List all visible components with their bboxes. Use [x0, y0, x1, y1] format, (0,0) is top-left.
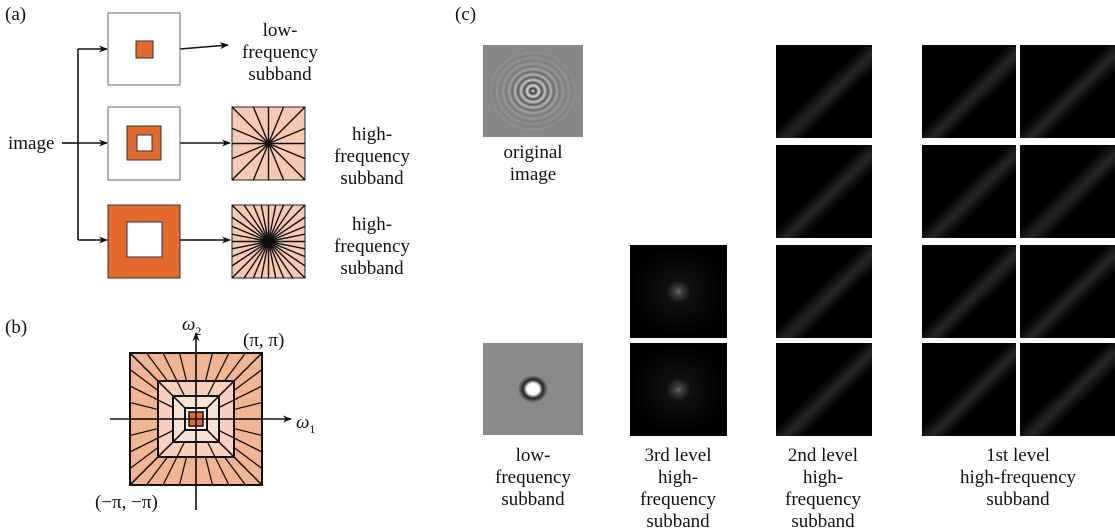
axis-label: ω2 [182, 314, 201, 338]
subband-image [776, 343, 872, 436]
subband-image [922, 245, 1016, 338]
figure: (a) image (b) ω2 ω1 (π, π) (−π, −π) (c) … [0, 0, 1115, 532]
panel-label: (c) [455, 4, 476, 25]
subband-image [776, 45, 872, 138]
directional-boxes [232, 107, 305, 278]
frequency-tiling [110, 333, 291, 510]
subband-image [630, 343, 727, 436]
subband-image [922, 145, 1016, 238]
subband-image [922, 45, 1016, 138]
input-label: image [8, 133, 54, 154]
subband-image [1020, 245, 1115, 338]
subband-image [922, 343, 1016, 436]
panel-label: (a) [5, 4, 26, 25]
panel-label: (b) [5, 317, 27, 338]
subband-image [630, 245, 727, 338]
subband-image [1020, 45, 1115, 138]
subband-image [1020, 145, 1115, 238]
original-image [483, 45, 583, 137]
image-grid [483, 45, 1115, 436]
low-frequency-image [483, 343, 583, 435]
corner-label: (−π, −π) [95, 492, 158, 513]
subband-image [776, 245, 872, 338]
filter-boxes [108, 13, 180, 278]
corner-label: (π, π) [243, 330, 284, 351]
subband-image [1020, 343, 1115, 436]
axis-label: ω1 [296, 412, 315, 436]
subband-image [776, 145, 872, 238]
